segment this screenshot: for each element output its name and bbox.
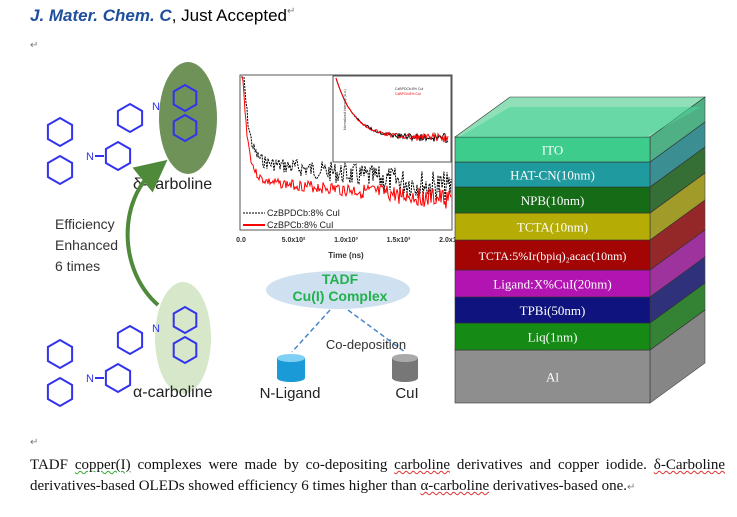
device-layer: Ligand:X%CuI(20nm) [454, 229, 706, 298]
benzene-ring [172, 305, 198, 335]
decay-series [241, 76, 452, 209]
layer-label: TCTA(10nm) [517, 220, 588, 235]
device-layer: NPB(10nm) [454, 146, 706, 214]
deposition-line-1 [291, 309, 331, 353]
ito-glass-surface [459, 107, 701, 137]
enhancement-arrow [125, 159, 168, 307]
x-tick-label: 1.0x10³ [334, 237, 358, 244]
n-ligand-source-icon [277, 354, 305, 382]
nitrogen-atom: N [86, 151, 94, 163]
layer-label: HAT-CN(10nm) [510, 168, 595, 183]
cu-complex-ellipse [266, 271, 410, 309]
device-layer: TCTA:5%Ir(bpiq)₂acac(10nm) [454, 199, 706, 271]
text: derivatives-based one. [489, 478, 627, 494]
layer-label: Liq(1nm) [528, 330, 578, 345]
arrow-text-1: Efficiency [55, 216, 115, 232]
layer-label: NPB(10nm) [521, 193, 585, 208]
graphical-abstract: NN NN δ-carboline α-carboline Efficiency… [46, 62, 706, 408]
inset-frame [332, 75, 452, 163]
decay-series [241, 76, 452, 203]
device-layer: Al [454, 309, 706, 404]
device-stack: Al Liq(1nm) TPBi(50nm) Ligand:X%CuI(20nm) TC… [454, 96, 706, 404]
layer-label: ITO [542, 143, 563, 158]
text: carboline [394, 457, 450, 473]
layer-label: TPBi(50nm) [520, 303, 586, 318]
x-tick-label: 1.5x10³ [387, 237, 411, 244]
abstract-text: TADF copper(I) complexes were made by co… [30, 455, 725, 498]
arrow-text-2: Enhanced [55, 237, 118, 253]
layer-label: TCTA:5%Ir(bpiq)₂acac(10nm) [479, 249, 627, 263]
arrow-text-3: 6 times [55, 258, 100, 274]
inset-legend-1: CzBPDCb:8% CuI [395, 87, 423, 91]
delta-carboline-highlight [159, 62, 217, 174]
layer-label: Ligand:X%CuI(20nm) [493, 277, 611, 292]
plot-frame [239, 74, 453, 231]
device-layer: Liq(1nm) [454, 282, 706, 351]
layer-label: Al [546, 370, 559, 385]
co-deposition-label: Co-deposition [326, 337, 406, 352]
x-tick-label: 5.0x10² [282, 237, 306, 244]
tadf-label: TADF [322, 271, 359, 287]
paragraph-mark: ↵ [287, 6, 296, 17]
benzene-ring [46, 376, 74, 408]
alpha-carboline-molecule: NN [46, 305, 198, 408]
device-layer: HAT-CN(10nm) [454, 121, 706, 188]
text: derivatives-based OLEDs showed efficienc… [30, 478, 421, 494]
benzene-ring [104, 362, 132, 394]
benzene-ring [116, 102, 144, 134]
deposition-line-2 [347, 309, 406, 353]
text: TADF [30, 457, 75, 473]
nitrogen-atom: N [152, 101, 160, 113]
legend-label-2: CzBPCb:8% CuI [267, 220, 334, 230]
x-tick-label: 0.0 [236, 237, 246, 244]
paragraph-mark: ↵ [30, 40, 39, 51]
benzene-ring [46, 154, 74, 186]
journal-header: J. Mater. Chem. C, Just Accepted ↵ [30, 6, 295, 26]
inset-decay-series [335, 77, 449, 143]
text: α-carboline [420, 478, 490, 494]
device-layer: TPBi(50nm) [454, 256, 706, 324]
x-axis-label: Time (ns) [328, 251, 364, 260]
benzene-ring [172, 83, 198, 113]
decay-plot: CzBPDCb:8% CuI CzBPCb:8% CuI Normalized … [236, 74, 464, 260]
n-ligand-label: N-Ligand [260, 385, 321, 402]
benzene-ring [116, 324, 144, 356]
benzene-ring [46, 338, 74, 370]
inset-legend-2: CzBPCb:8% CuI [395, 92, 421, 96]
delta-carboline-molecule: NN [46, 83, 198, 186]
cui-label: CuI [395, 385, 418, 402]
text: copper(I) [74, 457, 131, 473]
alpha-carboline-label: α-carboline [133, 384, 213, 401]
text: derivatives and copper iodide. [449, 457, 654, 473]
x-tick-label: 2.0x10³ [439, 237, 463, 244]
accepted-status: , Just Accepted [171, 6, 288, 25]
text: δ-Carboline [653, 457, 725, 473]
paragraph-mark: ↵ [627, 482, 636, 493]
benzene-ring [46, 116, 74, 148]
text: complexes were made by co-depositing [130, 457, 395, 473]
device-layer: ITO [454, 96, 706, 163]
benzene-ring [172, 335, 198, 365]
journal-name: J. Mater. Chem. C [30, 6, 172, 25]
paragraph-mark: ↵ [30, 437, 39, 448]
inset-y-label: Normalized Intensity (a.u.) [343, 89, 347, 130]
benzene-ring [172, 113, 198, 143]
benzene-ring [104, 140, 132, 172]
legend-label-1: CzBPDCb:8% CuI [267, 208, 340, 218]
device-layer: TCTA(10nm) [454, 172, 706, 241]
cui-source-icon [392, 354, 418, 382]
nitrogen-atom: N [152, 323, 160, 335]
nitrogen-atom: N [86, 373, 94, 385]
cu-complex-label: Cu(I) Complex [293, 288, 388, 304]
